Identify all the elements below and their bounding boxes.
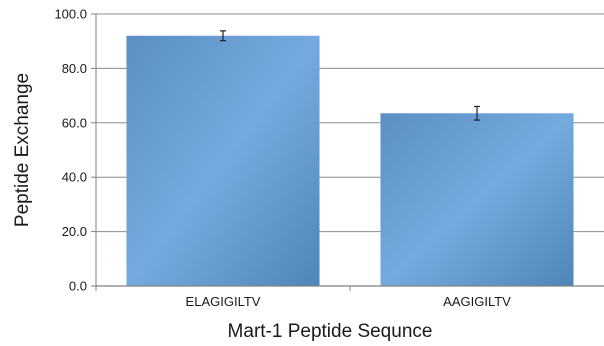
axes xyxy=(95,14,604,287)
y-tick-label: 60.0 xyxy=(62,115,87,130)
y-tick-labels: 0.0 20.0 40.0 60.0 80.0 100.0 xyxy=(54,7,87,294)
error-bar xyxy=(474,105,480,121)
error-bars xyxy=(220,30,480,121)
bar xyxy=(126,35,320,287)
x-tick-labels: ELAGIGILTV AAGIGILTV xyxy=(186,294,512,309)
x-tick-label: AAGIGILTV xyxy=(443,294,511,309)
y-tick-label: 20.0 xyxy=(62,224,87,239)
y-tick-label: 0.0 xyxy=(69,279,87,294)
bar xyxy=(380,113,574,286)
y-tick-label: 100.0 xyxy=(54,7,87,22)
bars xyxy=(126,35,574,287)
error-bar xyxy=(220,30,226,42)
y-tick-label: 80.0 xyxy=(62,61,87,76)
x-axis-title: Mart-1 Peptide Sequnce xyxy=(228,321,433,342)
y-tick-label: 40.0 xyxy=(62,170,87,185)
y-axis-title: Peptide Exchange xyxy=(12,73,33,227)
x-tick-label: ELAGIGILTV xyxy=(186,294,261,309)
